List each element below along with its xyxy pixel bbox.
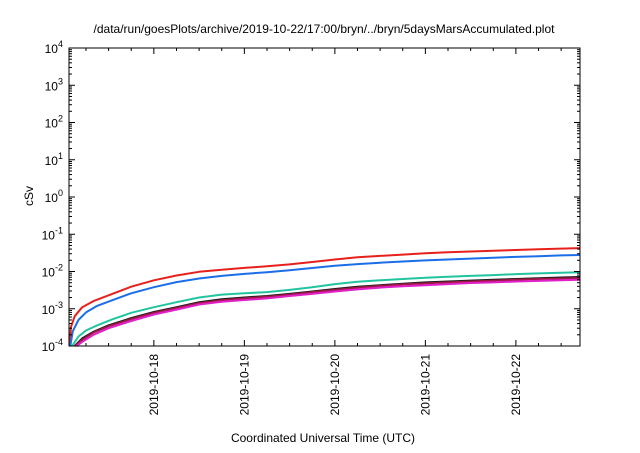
x-tick-label: 2019-10-20 <box>328 354 342 416</box>
y-tick-label: 10-2 <box>42 263 63 280</box>
x-tick-label: 2019-10-21 <box>418 354 432 416</box>
y-tick-label: 102 <box>45 114 63 131</box>
y-tick-label: 10-4 <box>42 337 63 354</box>
y-tick-label: 101 <box>45 151 63 168</box>
x-tick-label: 2019-10-22 <box>509 354 523 416</box>
x-axis-label: Coordinated Universal Time (UTC) <box>231 431 415 445</box>
series-line-5 <box>74 277 581 347</box>
series-line-1 <box>68 247 581 347</box>
y-tick-label: 103 <box>45 76 63 93</box>
y-axis-label: cSv <box>22 186 36 206</box>
x-ticks: 2019-10-18 2019-10-19 2019-10-20 2019-10-21… <box>85 48 562 416</box>
plot-lines <box>68 247 581 347</box>
series-line-3 <box>71 271 581 347</box>
y-tick-label: 10-3 <box>42 300 63 317</box>
y-tick-label: 10-1 <box>42 225 63 242</box>
x-tick-label: 2019-10-18 <box>147 354 161 416</box>
chart-title: /data/run/goesPlots/archive/2019-10-22/1… <box>94 22 556 36</box>
series-line-6 <box>75 278 581 347</box>
y-tick-label: 104 <box>45 39 63 56</box>
series-line-2 <box>69 254 581 347</box>
y-ticks: 10-4 10-3 10-2 10-1 100 101 102 103 104 <box>42 39 580 354</box>
x-tick-label: 2019-10-19 <box>237 354 251 416</box>
y-tick-label: 100 <box>45 188 63 205</box>
plot-frame <box>68 47 581 347</box>
